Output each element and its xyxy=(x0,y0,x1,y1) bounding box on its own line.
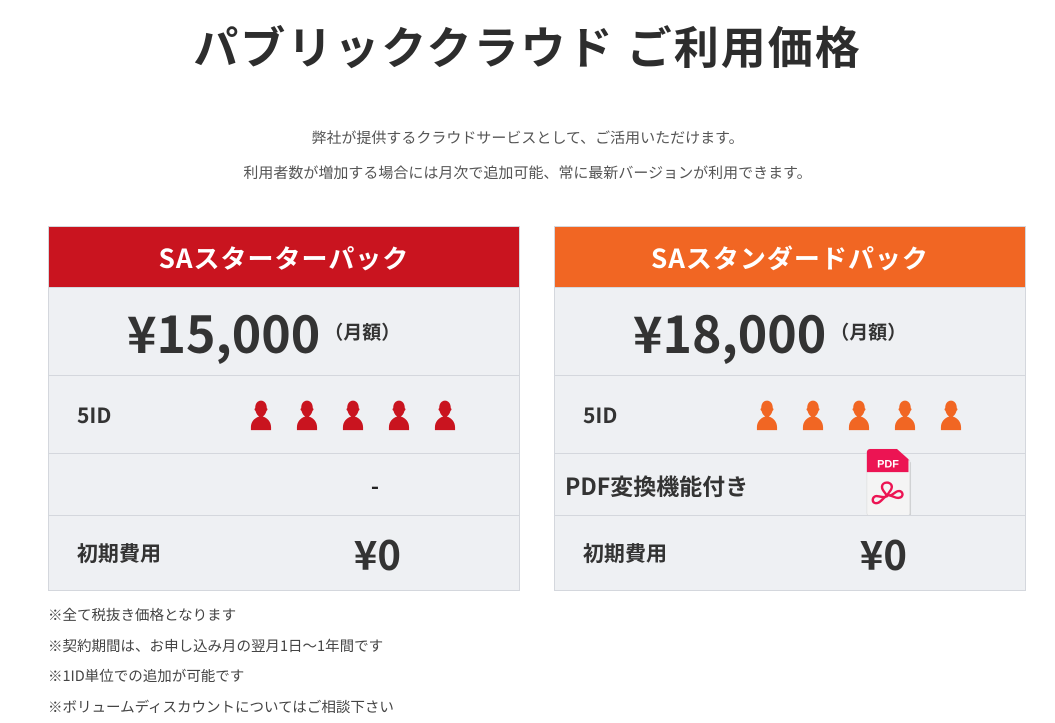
svg-text:PDF: PDF xyxy=(877,459,899,471)
